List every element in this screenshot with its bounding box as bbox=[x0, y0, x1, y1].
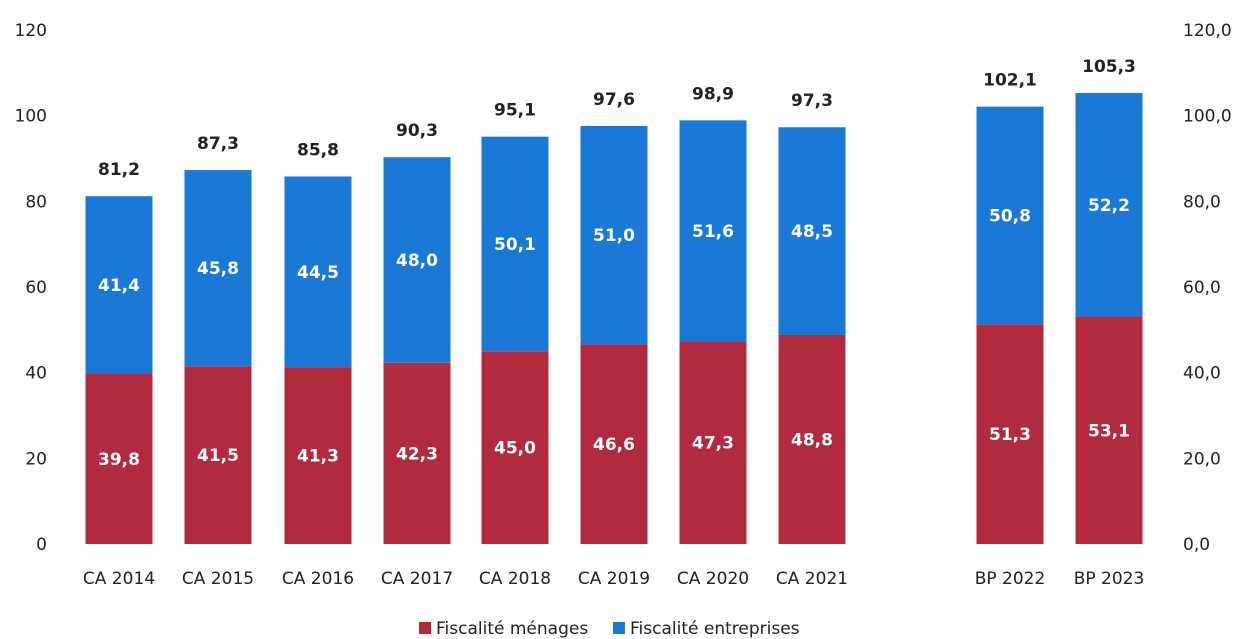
bar-segment-entreprises bbox=[1075, 92, 1143, 317]
segment-value-label: 39,8 bbox=[98, 450, 140, 470]
total-value-label: 102,1 bbox=[983, 71, 1037, 91]
bar-segment-menages bbox=[1075, 316, 1143, 544]
segment-value-label: 48,0 bbox=[396, 251, 438, 271]
total-value-label: 97,6 bbox=[593, 90, 635, 110]
x-axis-categories: CA 2014 CA 2015 CA 2016 CA 2017 CA 2018 CA 20… bbox=[83, 569, 1144, 589]
segment-value-label: 53,1 bbox=[1088, 421, 1130, 441]
bar-segment-menages bbox=[85, 373, 153, 544]
bar-segment-menages bbox=[481, 351, 549, 544]
segment-value-label: 41,5 bbox=[197, 446, 239, 466]
bar-segment-entreprises bbox=[184, 170, 252, 367]
total-value-label: 97,3 bbox=[791, 91, 833, 111]
total-value-label: 87,3 bbox=[197, 134, 239, 154]
bar-segment-menages bbox=[284, 367, 352, 544]
bar-segment-menages bbox=[580, 344, 648, 544]
legend-label: Fiscalité entreprises bbox=[630, 619, 800, 639]
bar-segment-entreprises bbox=[85, 196, 153, 374]
legend-label: Fiscalité ménages bbox=[436, 619, 588, 639]
bar-segment-entreprises bbox=[778, 127, 846, 335]
segment-value-label: 50,1 bbox=[494, 235, 536, 255]
y-tick-right: 60,0 bbox=[1183, 278, 1221, 298]
bar-segment-entreprises bbox=[679, 120, 747, 342]
segment-value-label: 42,3 bbox=[396, 444, 438, 464]
y-tick-right: 20,0 bbox=[1183, 449, 1221, 469]
bar-segment-menages bbox=[383, 362, 451, 544]
segment-value-label: 41,3 bbox=[297, 447, 339, 467]
y-tick-left: 40 bbox=[25, 364, 47, 384]
category-label: CA 2016 bbox=[282, 569, 354, 589]
bar-segment-menages bbox=[679, 341, 747, 544]
y-tick-left: 100 bbox=[15, 107, 47, 127]
y-tick-left: 120 bbox=[15, 21, 47, 41]
total-value-label: 105,3 bbox=[1082, 57, 1136, 77]
bars: 39,8 41,4 81,2 41,5 45,8 87,3 41,3 44,5 85,8 42,3… bbox=[85, 57, 1143, 544]
category-label: CA 2021 bbox=[776, 569, 848, 589]
y-tick-right: 100,0 bbox=[1183, 107, 1232, 127]
segment-value-label: 45,0 bbox=[494, 439, 536, 459]
y-tick-right: 40,0 bbox=[1183, 364, 1221, 384]
bar-segment-entreprises bbox=[383, 157, 451, 363]
bar-segment-entreprises bbox=[976, 106, 1044, 325]
y-tick-left: 80 bbox=[25, 192, 47, 212]
bar-segment-menages bbox=[976, 324, 1044, 544]
legend-swatch-entreprises bbox=[613, 622, 625, 634]
legend-swatch-menages bbox=[419, 622, 431, 634]
total-value-label: 85,8 bbox=[297, 140, 339, 160]
total-value-label: 95,1 bbox=[494, 101, 536, 121]
segment-value-label: 51,6 bbox=[692, 222, 734, 242]
y-tick-right: 0,0 bbox=[1183, 535, 1210, 555]
category-label: BP 2023 bbox=[1074, 569, 1145, 589]
segment-value-label: 48,5 bbox=[791, 222, 833, 242]
y-tick-right: 80,0 bbox=[1183, 192, 1221, 212]
segment-value-label: 51,3 bbox=[989, 425, 1031, 445]
category-label: CA 2017 bbox=[381, 569, 453, 589]
category-label: CA 2020 bbox=[677, 569, 749, 589]
y-tick-right: 120,0 bbox=[1183, 21, 1232, 41]
y-axis-right: 0,0 20,0 40,0 60,0 80,0 100,0 120,0 bbox=[1183, 21, 1232, 555]
category-label: CA 2018 bbox=[479, 569, 551, 589]
bar-segment-menages bbox=[184, 366, 252, 544]
legend: Fiscalité ménages Fiscalité entreprises bbox=[419, 619, 800, 639]
bar-segment-menages bbox=[778, 334, 846, 544]
category-label: CA 2015 bbox=[182, 569, 254, 589]
y-tick-left: 60 bbox=[25, 278, 47, 298]
total-value-label: 98,9 bbox=[692, 84, 734, 104]
segment-value-label: 45,8 bbox=[197, 259, 239, 279]
segment-value-label: 50,8 bbox=[989, 206, 1031, 226]
bar-segment-entreprises bbox=[481, 136, 549, 352]
category-label: BP 2022 bbox=[975, 569, 1046, 589]
segment-value-label: 48,8 bbox=[791, 430, 833, 450]
segment-value-label: 46,6 bbox=[593, 435, 635, 455]
y-tick-left: 20 bbox=[25, 449, 47, 469]
total-value-label: 81,2 bbox=[98, 160, 140, 180]
segment-value-label: 44,5 bbox=[297, 263, 339, 283]
segment-value-label: 51,0 bbox=[593, 226, 635, 246]
category-label: CA 2014 bbox=[83, 569, 155, 589]
category-label: CA 2019 bbox=[578, 569, 650, 589]
segment-value-label: 52,2 bbox=[1088, 196, 1130, 216]
segment-value-label: 47,3 bbox=[692, 434, 734, 454]
y-axis-left: 0 20 40 60 80 100 120 bbox=[15, 21, 47, 555]
y-tick-left: 0 bbox=[36, 535, 47, 555]
total-value-label: 90,3 bbox=[396, 121, 438, 141]
bar-segment-entreprises bbox=[284, 176, 352, 368]
segment-value-label: 41,4 bbox=[98, 276, 140, 296]
bar-segment-entreprises bbox=[580, 125, 648, 345]
